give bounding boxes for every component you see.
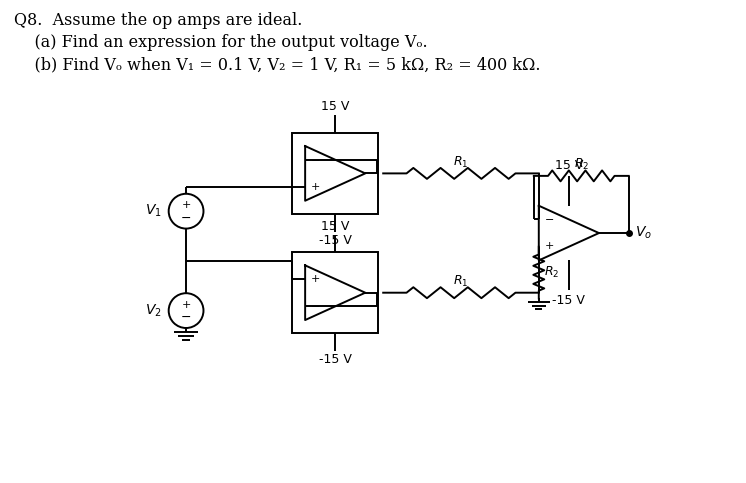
Text: −: − — [181, 212, 191, 225]
Text: -15 V: -15 V — [553, 294, 586, 307]
Text: 15 V: 15 V — [321, 100, 349, 113]
Text: $R_1$: $R_1$ — [454, 274, 468, 289]
Text: $V_o$: $V_o$ — [635, 225, 652, 241]
Text: $+$: $+$ — [544, 240, 554, 251]
Text: +: + — [181, 299, 191, 310]
Text: −: − — [181, 311, 191, 324]
Text: $-$: $-$ — [310, 300, 320, 311]
Text: -15 V: -15 V — [319, 234, 351, 246]
Text: $V_2$: $V_2$ — [145, 302, 162, 319]
Text: +: + — [181, 200, 191, 210]
Text: -15 V: -15 V — [319, 353, 351, 366]
Text: Q8.  Assume the op amps are ideal.: Q8. Assume the op amps are ideal. — [14, 13, 302, 29]
Text: (a) Find an expression for the output voltage Vₒ.: (a) Find an expression for the output vo… — [14, 34, 427, 51]
Text: $-$: $-$ — [310, 154, 320, 164]
Text: $V_1$: $V_1$ — [145, 203, 162, 219]
Bar — [292, 253, 378, 333]
Text: $+$: $+$ — [310, 181, 320, 192]
Bar — [292, 133, 378, 213]
Text: $R_1$: $R_1$ — [454, 155, 468, 170]
Text: $R_2$: $R_2$ — [544, 265, 560, 280]
Text: $R_2$: $R_2$ — [574, 157, 589, 172]
Text: (b) Find Vₒ when V₁ = 0.1 V, V₂ = 1 V, R₁ = 5 kΩ, R₂ = 400 kΩ.: (b) Find Vₒ when V₁ = 0.1 V, V₂ = 1 V, R… — [14, 56, 541, 73]
Text: $-$: $-$ — [544, 213, 554, 223]
Text: 15 V: 15 V — [555, 159, 583, 172]
Text: 15 V: 15 V — [321, 220, 349, 232]
Text: $+$: $+$ — [310, 272, 320, 284]
